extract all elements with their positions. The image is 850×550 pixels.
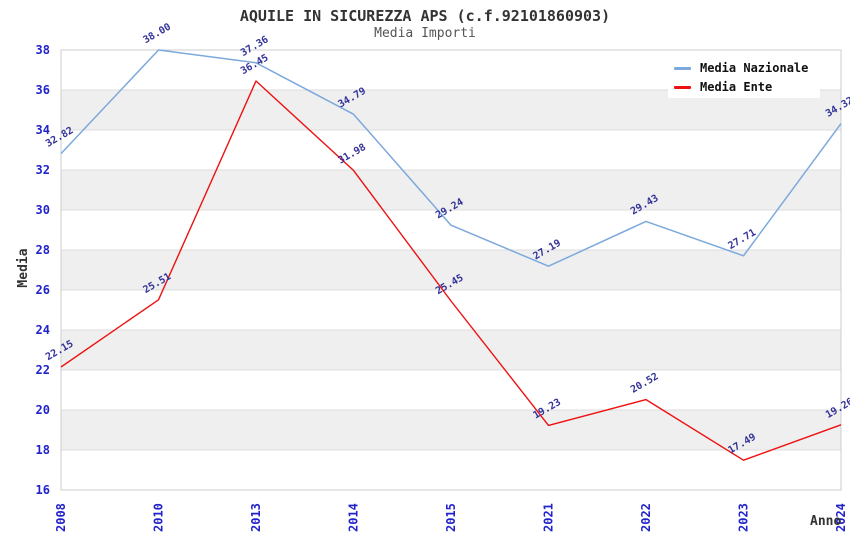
gray-band	[61, 250, 841, 290]
legend-swatch-red-line	[674, 85, 691, 89]
y-tick-label: 24	[36, 323, 50, 337]
legend-label: Media Ente	[700, 80, 773, 94]
y-tick-label: 34	[36, 123, 50, 137]
chart-title: AQUILE IN SICUREZZA APS (c.f.92101860903…	[239, 7, 611, 25]
x-tick-label: 2024	[834, 503, 848, 532]
legend-label: Media Nazionale	[700, 61, 809, 75]
chart-legend: Media Nazionale Media Ente	[668, 57, 820, 98]
data-label: 27.71	[726, 227, 758, 252]
plot-bands	[61, 90, 841, 450]
x-tick-label: 2013	[249, 503, 263, 532]
legend-item-media-nazionale: Media Nazionale	[674, 61, 820, 75]
y-tick-label: 30	[36, 203, 50, 217]
x-tick-label: 2021	[542, 503, 556, 532]
legend-swatch-blue-line	[674, 66, 691, 70]
data-label: 31.98	[336, 142, 368, 167]
x-tick-label: 2008	[54, 503, 68, 532]
x-tick-label: 2023	[737, 503, 751, 532]
y-tick-label: 32	[36, 163, 50, 177]
data-label: 20.52	[629, 371, 661, 396]
series-line-media-nazionale	[60, 49, 842, 267]
y-tick-label: 38	[36, 43, 50, 57]
y-tick-label: 28	[36, 243, 50, 257]
x-tick-labels: 2008 2010 2013 2014 2015 2021 2022 2023 2024	[54, 503, 848, 532]
y-tick-label: 36	[36, 83, 50, 97]
x-tick-label: 2010	[152, 503, 166, 532]
plot-border	[60, 49, 842, 491]
x-tick-label: 2015	[444, 503, 458, 532]
gray-band	[61, 170, 841, 210]
gray-band	[61, 410, 841, 450]
y-axis-title: Media	[16, 248, 32, 288]
y-tick-label: 20	[36, 403, 50, 417]
x-axis-title: Anno	[810, 514, 842, 529]
x-tick-label: 2014	[347, 503, 361, 532]
legend-item-media-ente: Media Ente	[674, 80, 820, 94]
y-tick-label: 22	[36, 363, 50, 377]
y-tick-label: 18	[36, 443, 50, 457]
y-tick-label: 26	[36, 283, 50, 297]
x-tick-label: 2022	[639, 503, 653, 532]
gridlines	[61, 89, 841, 451]
y-tick-labels: 16 18 20 22 24 26 28 30 32 34 36 38	[36, 43, 50, 497]
gray-band	[61, 330, 841, 370]
series-line-media-ente	[60, 80, 842, 461]
y-tick-label: 16	[36, 483, 50, 497]
chart-subtitle: Media Importi	[374, 26, 476, 41]
data-label: 38.00	[141, 22, 173, 47]
